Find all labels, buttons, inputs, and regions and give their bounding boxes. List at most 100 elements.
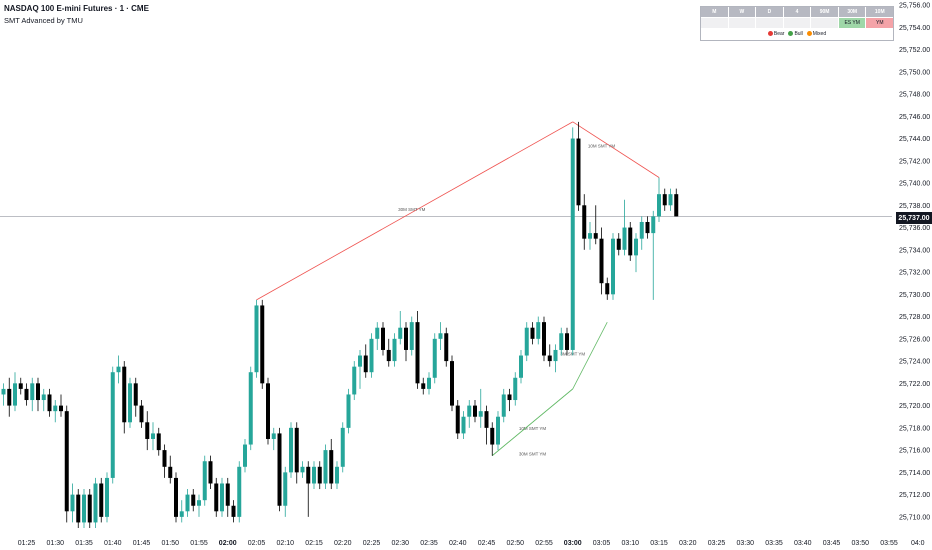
candle [369,333,374,378]
time-tick-label: 02:05 [248,540,266,547]
candle-body [415,322,420,384]
smt-line-label: 10M SMT YM [588,143,616,148]
candle [260,299,265,389]
price-tick-label: 25,734.00 [899,247,930,254]
candle [174,472,178,523]
smt-value-cell [701,18,729,28]
candle-body [271,433,276,439]
candle [99,477,104,523]
candle-body [139,405,144,423]
candle [156,427,161,456]
candle [352,361,357,401]
price-tick-label: 25,738.00 [899,203,930,210]
time-tick-label: 01:55 [190,540,208,547]
candle-body [300,466,305,473]
candle-body [634,238,638,256]
candle-body [369,338,374,373]
price-tick-label: 25,718.00 [899,425,930,432]
candle [179,500,184,523]
candle-body [185,494,190,512]
time-tick-label: 03:00 [564,540,582,547]
time-tick-label: 03:15 [650,540,668,547]
candle [185,489,190,517]
candle-body [352,366,357,395]
candle [1,383,6,406]
time-tick-label: 01:50 [161,540,179,547]
candle-body [133,383,138,406]
time-tick-label: 04:0 [911,540,925,547]
indicator-title[interactable]: SMT Advanced by TMU [4,16,83,25]
candle [300,461,305,478]
candle [662,188,667,211]
candle-body [24,388,29,401]
candle-body [674,194,679,217]
candle [565,327,569,356]
smt-value-cell-ym: YM [866,18,894,28]
time-tick-label: 02:10 [276,540,294,547]
candle-body [392,338,397,362]
candle [243,438,247,473]
candle-body [542,322,546,356]
smt-line-label: 10M SMT YM [519,426,547,431]
candle [519,349,523,384]
symbol-title[interactable]: NASDAQ 100 E-mini Futures · 1 · CME [4,4,149,13]
candle-body [461,416,466,434]
candle [168,455,173,484]
candle [599,227,604,295]
price-axis[interactable]: 25,710.00 25,712.00 25,714.00 25,716.00 25,7… [899,3,930,522]
time-tick-label: 03:30 [736,540,754,547]
smt-line-bull-2 [572,321,608,390]
time-axis[interactable]: 01:25 01:30 01:35 01:40 01:45 01:50 01:55 02:00… [18,540,925,547]
smt-line-bear-0 [256,121,573,301]
candle [616,233,621,256]
candle-body [64,411,69,512]
candle [76,489,81,528]
candle [398,311,403,345]
candle [225,477,230,517]
candle-body [662,194,667,206]
candle [214,477,219,517]
candle [208,455,213,490]
candle [329,438,334,490]
time-tick-label: 03:20 [679,540,697,547]
candle-body [570,138,575,350]
smt-line-label: 30M SMT YM [519,452,547,457]
candle-body [467,405,472,417]
legend-bull: Bull [788,31,803,37]
candle-body [473,405,477,417]
candle [668,188,673,211]
candle-body [202,461,207,501]
candle-body [329,450,334,484]
candle-body [582,205,587,239]
legend-bear-label: Bear [773,30,785,37]
candle-body [363,355,368,373]
smt-line-bull-4 [491,388,574,456]
candle-body [651,216,656,234]
candle-body [110,372,115,478]
candle-body [30,383,35,401]
candle-body [105,477,109,517]
price-tick-label: 25,726.00 [899,336,930,343]
time-tick-label: 02:20 [334,540,352,547]
candle [409,316,414,356]
candle [634,233,638,273]
candle [639,216,644,250]
candle [145,411,150,451]
candle-body [87,494,92,523]
candle [645,216,650,239]
candle [444,327,449,367]
candle [404,322,408,362]
candle-body [450,361,454,406]
candle [461,411,466,439]
time-tick-label: 02:45 [478,540,496,547]
candle-body [289,427,293,473]
candle-body [611,238,615,295]
time-tick-label: 01:35 [75,540,93,547]
smt-header-cell: D [756,7,784,17]
candle-body [36,383,40,401]
price-tick-label: 25,728.00 [899,314,930,321]
candle [59,394,63,417]
price-tick-label: 25,748.00 [899,92,930,99]
candle-body [208,461,213,484]
